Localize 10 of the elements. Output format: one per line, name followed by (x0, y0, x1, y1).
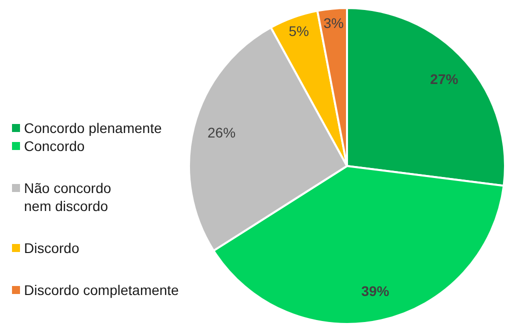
legend-label: Não concordo nem discordo (24, 180, 112, 214)
data-label: 3% (324, 15, 344, 32)
legend-label: Discordo (24, 240, 80, 256)
data-label: 39% (361, 283, 390, 300)
data-label: 27% (430, 71, 459, 88)
data-label: 26% (207, 124, 236, 140)
legend-label: Concordo (24, 138, 85, 154)
legend-label: Concordo plenamente (24, 120, 162, 136)
data-label: 5% (288, 22, 309, 39)
legend-label: Discordo completamente (24, 282, 180, 298)
